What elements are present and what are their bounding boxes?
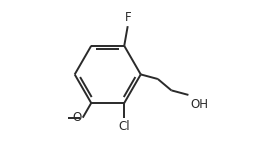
Text: OH: OH (190, 98, 208, 111)
Text: F: F (124, 11, 131, 24)
Text: O: O (73, 111, 82, 124)
Text: Cl: Cl (118, 120, 130, 133)
